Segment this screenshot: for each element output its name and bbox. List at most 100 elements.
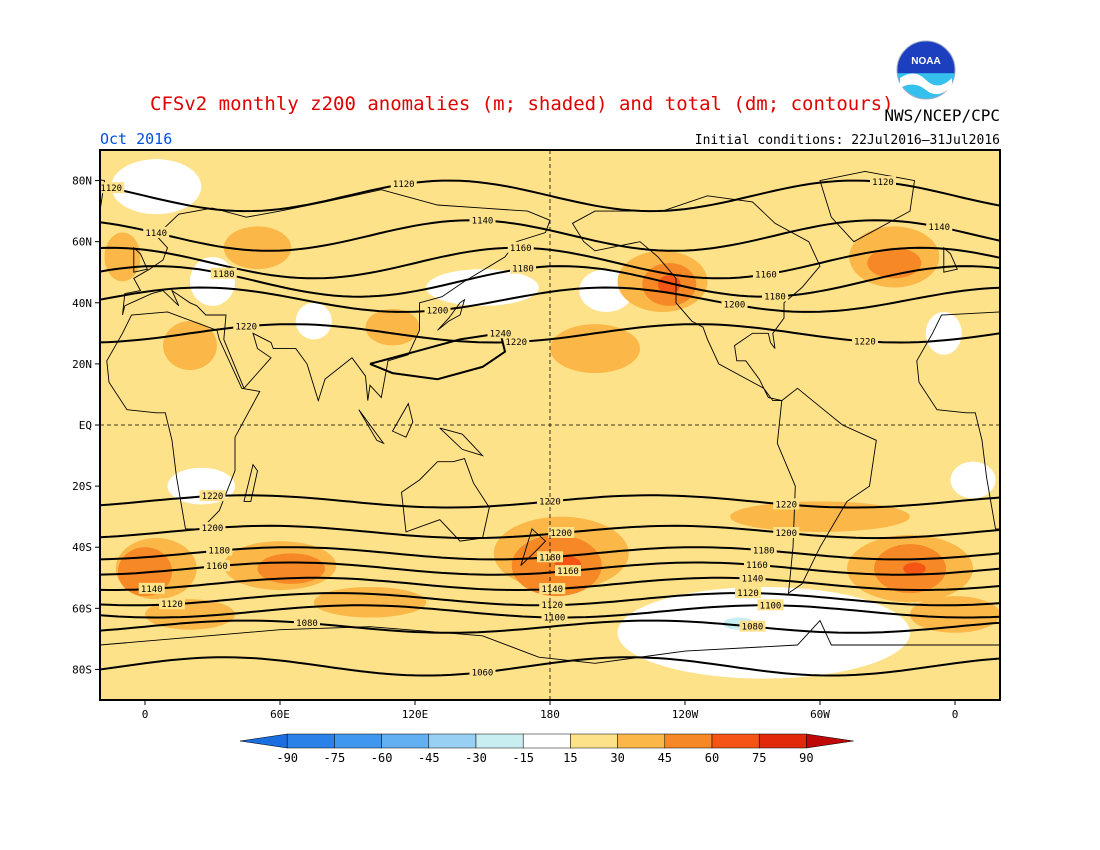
lat-tick-label: 60S [72, 602, 92, 615]
contour-label-bg [539, 583, 566, 595]
colorbar-tick-label: 30 [610, 751, 624, 765]
lat-tick-label: 40N [72, 297, 92, 310]
contour-label-bg [159, 598, 185, 610]
contour-label: 1180 [512, 265, 534, 275]
contour-label: 1240 [490, 329, 512, 339]
coastline [106, 311, 261, 530]
colorbar-segment [475, 733, 524, 749]
colorbar-segment [381, 733, 430, 749]
colorbar-segment [286, 733, 335, 749]
contour-label-bg [539, 599, 566, 611]
contour-label-bg [138, 582, 165, 594]
anomaly-region [617, 586, 910, 679]
contour-label: 1080 [742, 623, 764, 633]
lon-tick-label: 0 [952, 708, 959, 721]
contour-label: 1140 [742, 575, 764, 585]
contour-label-bg [199, 522, 226, 534]
contour-label: 1160 [755, 270, 777, 280]
coastline [520, 528, 547, 566]
contour-label-bg [143, 226, 170, 238]
chart-title: CFSv2 monthly z200 anomalies (m; shaded)… [150, 93, 894, 115]
coastline [401, 458, 490, 542]
contour-label: 1120 [541, 601, 563, 611]
longitude-axis: 0 60E 120E 180 120W 60W 0 [142, 700, 959, 721]
colorbar-segment [758, 733, 807, 749]
contour-label-bg [469, 214, 496, 226]
contour-1180 [100, 265, 1000, 298]
anomaly-region [104, 232, 141, 282]
anomaly-region [257, 553, 325, 584]
contour-label-bg [100, 182, 125, 194]
contour-label-bg [852, 335, 878, 347]
colorbar-segment [617, 733, 666, 749]
colorbar-tick-label: -60 [371, 751, 393, 765]
contour-label: 1220 [202, 492, 224, 502]
colorbar-segment [570, 733, 618, 749]
contour-label-bg [210, 267, 237, 279]
anomaly-region [550, 324, 640, 374]
contour-label-bg [926, 221, 953, 233]
lat-tick-label: 20N [72, 358, 92, 371]
contour-label: 1140 [541, 585, 563, 595]
coastline [943, 246, 958, 273]
contour-label: 1160 [746, 561, 768, 571]
contour-label-bg [548, 527, 575, 539]
contour-label-bg [390, 178, 417, 190]
contour-label-bg [469, 666, 496, 678]
contour-label: 1220 [505, 338, 527, 348]
contour-label-bg [739, 572, 766, 584]
lat-tick-label: 80N [72, 175, 92, 188]
lat-tick-label: EQ [79, 419, 92, 432]
anomaly-region [190, 256, 235, 306]
contour-label: 1080 [296, 619, 318, 629]
contour-label-bg [773, 527, 800, 539]
contour-label: 1220 [854, 337, 876, 347]
lon-tick-label: 180 [540, 708, 560, 721]
anomaly-region [313, 586, 427, 618]
anomaly-region [163, 321, 217, 370]
colorbar-segment [522, 733, 571, 749]
contour-label: 1180 [213, 270, 235, 280]
contour-label-bg [507, 241, 534, 253]
anomaly-region [111, 159, 202, 215]
coastline [437, 298, 466, 331]
colorbar-tick-label: 15 [563, 751, 577, 765]
initial-conditions: Initial conditions: 22Jul2016–31Jul2016 [695, 133, 1000, 148]
contour-label-bg [773, 498, 800, 510]
contour-label: 1160 [510, 244, 532, 254]
contour-label: 1060 [472, 668, 494, 678]
contour-label: 1180 [764, 292, 786, 302]
contour-label-bg [750, 544, 777, 556]
colorbar-tick-label: 90 [799, 751, 813, 765]
colorbar-arrow-right [806, 733, 854, 749]
anomaly-region [867, 247, 922, 279]
contour-label: 1120 [100, 184, 122, 194]
contour-label: 1140 [472, 217, 494, 227]
anomaly-region [426, 269, 539, 306]
contour-1240 [369, 332, 507, 381]
contour-label: 1120 [872, 178, 894, 188]
contour-label-bg [204, 560, 230, 572]
contour-label: 1120 [393, 180, 415, 190]
contour-label-bg [721, 298, 748, 310]
coastline [100, 619, 1000, 700]
contour-label: 1200 [427, 306, 449, 316]
colorbar-tick-label: -90 [276, 751, 298, 765]
coastline [391, 402, 414, 438]
contour-label: 1140 [928, 223, 950, 233]
contour-label: 1100 [544, 613, 566, 623]
contour-label: 1120 [737, 589, 759, 599]
contour-label-bg [739, 620, 766, 632]
contour-label-bg [510, 262, 536, 274]
contour-label-bg [541, 611, 568, 623]
contour-label-bg [199, 490, 226, 502]
colorbar-tick-label: -30 [465, 751, 487, 765]
anomaly-region [925, 311, 962, 355]
contour-label: 1200 [550, 529, 572, 539]
colorbar-tick-label: 60 [705, 751, 719, 765]
contour-label-bg [555, 565, 581, 577]
noaa-logo: NOAA [896, 40, 956, 100]
contour-label: 1160 [206, 562, 228, 572]
contour-label: 1180 [208, 547, 230, 557]
